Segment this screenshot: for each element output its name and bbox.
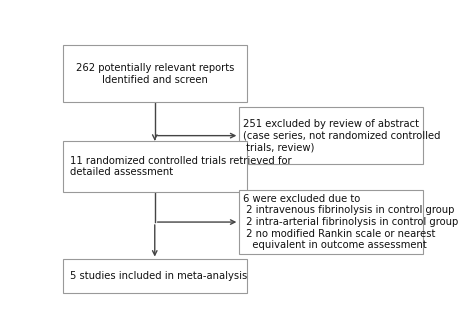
FancyBboxPatch shape [63,259,246,293]
Text: 6 were excluded due to
 2 intravenous fibrinolysis in control group
 2 intra-art: 6 were excluded due to 2 intravenous fib… [243,194,458,250]
Text: 251 excluded by review of abstract
(case series, not randomized controlled
 tria: 251 excluded by review of abstract (case… [243,119,440,152]
FancyBboxPatch shape [63,141,246,192]
Text: 5 studies included in meta-analysis: 5 studies included in meta-analysis [70,271,247,281]
FancyBboxPatch shape [239,107,423,164]
Text: 262 potentially relevant reports
Identified and screen: 262 potentially relevant reports Identif… [75,63,234,84]
Text: 11 randomized controlled trials retrieved for
detailed assessment: 11 randomized controlled trials retrieve… [70,156,292,178]
FancyBboxPatch shape [239,190,423,254]
FancyBboxPatch shape [63,45,246,102]
